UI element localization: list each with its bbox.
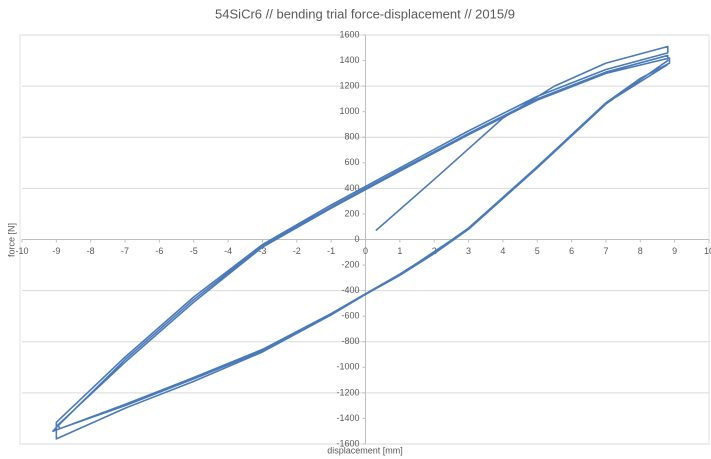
- y-tick-label: -200: [341, 259, 359, 269]
- x-tick-label: 8: [638, 246, 643, 256]
- x-tick-label: -6: [155, 246, 163, 256]
- x-tick-label: -5: [190, 246, 198, 256]
- x-tick-label: 9: [672, 246, 677, 256]
- y-tick-label: 0: [354, 234, 359, 244]
- x-tick-label: -8: [87, 246, 95, 256]
- chart-title: 54SiCr6 // bending trial force-displacem…: [215, 6, 515, 21]
- x-tick-label: -10: [15, 246, 28, 256]
- x-tick-label: -4: [224, 246, 232, 256]
- y-tick-label: -1200: [336, 387, 359, 397]
- data-line: [52, 45, 671, 440]
- y-tick-label: -600: [341, 311, 359, 321]
- y-tick-label: -400: [341, 285, 359, 295]
- x-tick-label: -2: [293, 246, 301, 256]
- y-axis-title: force [N]: [6, 223, 16, 257]
- x-tick-label: 5: [535, 246, 540, 256]
- x-tick-label: 3: [466, 246, 471, 256]
- y-tick-label: 800: [344, 132, 359, 142]
- x-axis-title: displacement [mm]: [327, 445, 403, 455]
- x-tick-label: 6: [569, 246, 574, 256]
- y-tick-label: -1400: [336, 413, 359, 423]
- y-tick-label: 1200: [339, 81, 359, 91]
- x-tick-label: 4: [500, 246, 505, 256]
- y-tick-label: 200: [344, 208, 359, 218]
- y-tick-label: 1400: [339, 55, 359, 65]
- y-tick-label: -800: [341, 336, 359, 346]
- x-tick-label: -7: [121, 246, 129, 256]
- x-tick-label: 10: [704, 246, 711, 256]
- x-tick-label: 0: [363, 246, 368, 256]
- x-tick-label: -1: [327, 246, 335, 256]
- y-tick-label: 400: [344, 183, 359, 193]
- x-tick-label: -9: [52, 246, 60, 256]
- y-tick-label: 1000: [339, 106, 359, 116]
- y-tick-label: 1600: [339, 29, 359, 39]
- x-tick-label: 1: [397, 246, 402, 256]
- y-tick-label: -1000: [336, 362, 359, 372]
- x-tick-label: -3: [258, 246, 266, 256]
- y-tick-label: -1600: [336, 438, 359, 448]
- x-tick-label: 7: [603, 246, 608, 256]
- y-tick-label: 600: [344, 157, 359, 167]
